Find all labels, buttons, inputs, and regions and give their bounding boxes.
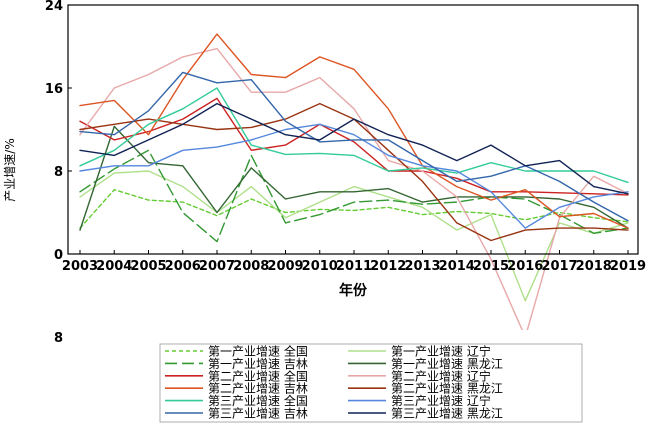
x-tick-label: 2003 xyxy=(62,259,98,274)
x-tick-label: 2008 xyxy=(233,259,269,274)
x-tick-label: 2018 xyxy=(576,259,612,274)
x-tick-label: 2016 xyxy=(507,259,543,274)
legend-label: 第一产业增速 黑龙江 xyxy=(391,357,503,371)
series-line-2 xyxy=(79,170,629,302)
legend-label: 第二产业增速 黑龙江 xyxy=(391,382,503,396)
x-tick-label: 2015 xyxy=(473,259,509,274)
series-line-1 xyxy=(79,188,629,229)
series-line-4 xyxy=(79,125,629,231)
legend-label: 第二产业增速 吉林 xyxy=(208,382,308,396)
legend-label: 第二产业增速 辽宁 xyxy=(391,368,491,383)
plot-lines xyxy=(79,33,629,330)
legend-box xyxy=(159,343,583,423)
y-tick-label: 16 xyxy=(45,82,63,97)
legend-label: 第一产业增速 全国 xyxy=(208,344,308,359)
x-tick-label: 2005 xyxy=(130,259,166,274)
y-tick-label: 24 xyxy=(45,0,63,14)
y-tick-label: 0 xyxy=(54,248,63,263)
series-line-12 xyxy=(79,102,629,195)
series-line-10 xyxy=(79,123,629,229)
x-tick-label: 2014 xyxy=(439,259,475,274)
x-tick-label: 2013 xyxy=(404,259,440,274)
legend-label: 第三产业增速 全国 xyxy=(208,393,308,408)
legend-label: 第三产业增速 辽宁 xyxy=(391,393,491,408)
y-axis-ticks: 24 16 8 0 8 xyxy=(45,0,72,346)
x-axis-title: 年份 xyxy=(339,282,368,299)
plot-frame xyxy=(67,4,639,255)
x-tick-label: 2007 xyxy=(199,259,235,274)
x-tick-label: 2017 xyxy=(541,259,577,274)
y-axis-title: 产业增速/% xyxy=(3,138,17,201)
x-tick-label: 2009 xyxy=(267,259,303,274)
series-line-3 xyxy=(79,149,629,243)
legend-label: 第二产业增速 全国 xyxy=(208,368,308,383)
x-tick-label: 2011 xyxy=(336,259,372,274)
x-tick-label: 2019 xyxy=(610,259,646,274)
x-axis-ticks: 2003200420052006200720082009201020112012… xyxy=(62,250,646,274)
series-line-11 xyxy=(79,71,629,222)
y-tick-label: 8 xyxy=(54,165,63,180)
x-tick-label: 2006 xyxy=(165,259,201,274)
legend-label: 第三产业增速 吉林 xyxy=(208,407,308,421)
series-line-7 xyxy=(79,33,629,229)
x-tick-label: 2012 xyxy=(370,259,406,274)
series-line-6 xyxy=(79,47,629,330)
legend-label: 第一产业增速 辽宁 xyxy=(391,344,491,359)
legend-label: 第三产业增速 黑龙江 xyxy=(391,407,503,421)
x-tick-label: 2004 xyxy=(96,259,132,274)
x-tick-label: 2010 xyxy=(302,259,338,274)
legend-label: 第一产业增速 吉林 xyxy=(208,357,308,371)
y-tick-label: 8 xyxy=(54,331,63,346)
